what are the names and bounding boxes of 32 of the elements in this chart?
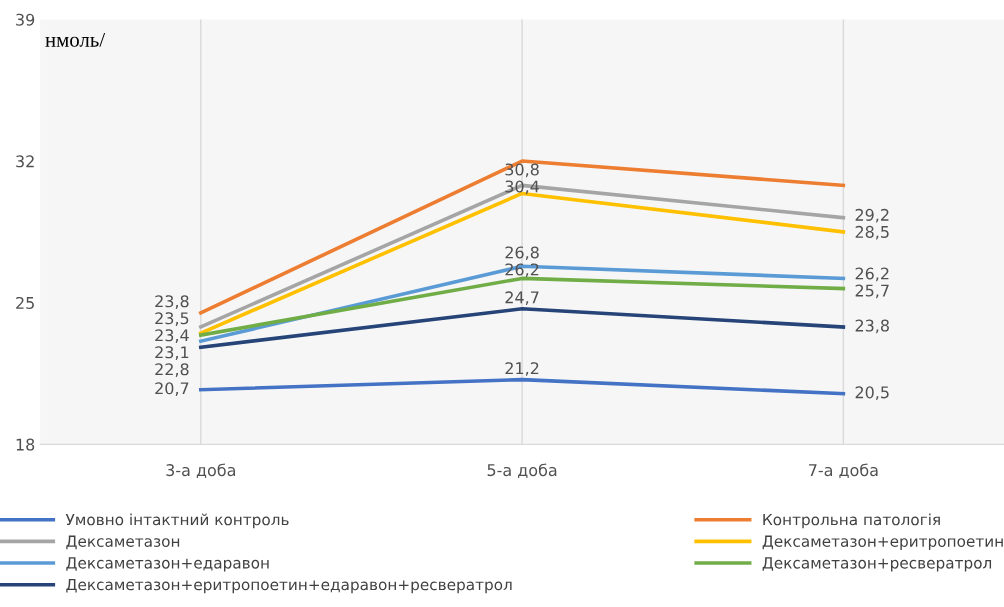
- legend-label: Дексаметазон+еритропоетин: [762, 535, 1003, 550]
- legend-label: Умовно інтактний контроль: [65, 513, 289, 529]
- legend-label: Дексаметазон+ресвератрол: [762, 557, 992, 572]
- x-tick-label: 7-а доба: [809, 463, 878, 479]
- data-label: 23,8: [855, 319, 889, 334]
- y-tick-label: 39: [16, 13, 35, 26]
- data-label: 30,4: [505, 180, 539, 195]
- legend-label: Дексаметазон+едаравон: [66, 557, 269, 572]
- data-label: 29,2: [855, 208, 889, 223]
- x-tick-label: 5-а доба: [487, 463, 557, 479]
- data-label: 20,5: [855, 386, 889, 400]
- y-tick-label: 32: [16, 155, 34, 168]
- data-label: 23,8: [155, 295, 189, 309]
- data-label: 20,7: [155, 382, 189, 396]
- data-label: 23,5: [155, 312, 189, 326]
- data-label: 22,8: [155, 363, 189, 377]
- y-axis-title: нмоль/: [45, 32, 106, 47]
- data-label: 21,2: [505, 362, 539, 376]
- y-tick-label: 18: [16, 438, 35, 451]
- y-tick-label: 25: [16, 296, 34, 309]
- data-label: 23,4: [155, 329, 189, 343]
- data-label: 30,8: [505, 163, 539, 178]
- data-label: 28,5: [855, 225, 889, 240]
- data-label: 25,7: [855, 284, 889, 299]
- x-tick-label: 3-а доба: [166, 463, 235, 479]
- data-label: 23,1: [155, 346, 189, 360]
- data-label: 26,8: [505, 246, 539, 261]
- legend-label: Дексаметазон+еритропоетин+едаравон+ресвератрол: [66, 578, 512, 594]
- data-label: 26,2: [855, 267, 889, 282]
- legend-label: Дексаметазон: [66, 535, 180, 550]
- data-label: 24,7: [505, 291, 539, 306]
- legend-label: Контрольна патологія: [763, 513, 940, 529]
